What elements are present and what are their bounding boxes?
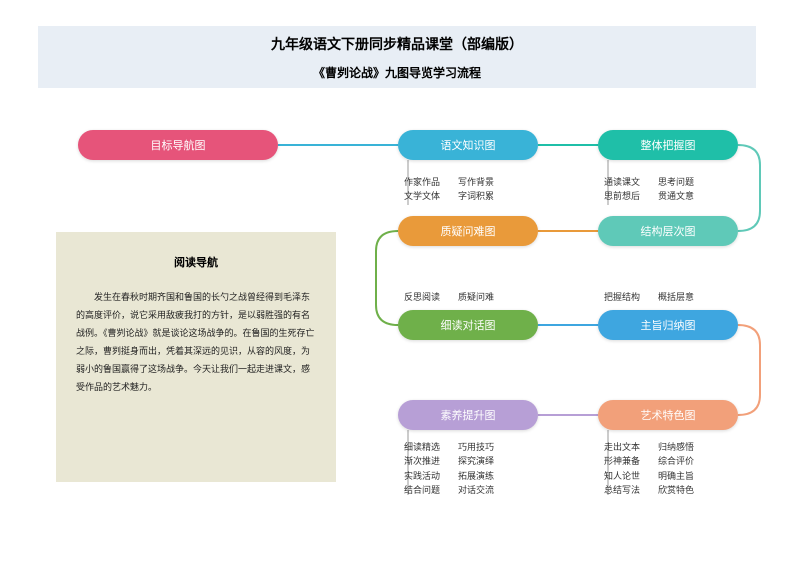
node-question: 质疑问难图 [398, 216, 538, 246]
sublist-literacy: 细读精选 巧用技巧渐次推进 探究演绎实践活动 拓展演练结合问题 对话交流 [404, 440, 494, 498]
sublist-item: 实践活动 [404, 469, 440, 483]
sublist-dialogue-a: 反思阅读 质疑问难 [404, 290, 494, 304]
sublist-item: 欣赏特色 [658, 483, 694, 497]
reading-panel: 阅读导航 发生在春秋时期齐国和鲁国的长勺之战曾经得到毛泽东的高度评价，说它采用敌… [56, 232, 336, 482]
sublist-item: 探究演绎 [458, 454, 494, 468]
node-theme: 主旨归纳图 [598, 310, 738, 340]
sublist-theme-a: 把握结构 概括层意 [604, 290, 694, 304]
node-literacy: 素养提升图 [398, 400, 538, 430]
sublist-item: 归纳感悟 [658, 440, 694, 454]
sublist-item: 文学文体 [404, 189, 440, 203]
sublist-item: 反思阅读 [404, 290, 440, 304]
page-title: 九年级语文下册同步精品课堂（部编版） [271, 34, 523, 54]
page-subtitle: 《曹刿论战》九图导览学习流程 [313, 64, 481, 81]
sublist-item: 作家作品 [404, 175, 440, 189]
sublist-item: 知人论世 [604, 469, 640, 483]
reading-title: 阅读导航 [76, 254, 316, 270]
sublist-item: 综合评价 [658, 454, 694, 468]
reading-body: 发生在春秋时期齐国和鲁国的长勺之战曾经得到毛泽东的高度评价，说它采用敌疲我打的方… [76, 288, 316, 396]
sublist-item: 总结写法 [604, 483, 640, 497]
sublist-item: 走出文本 [604, 440, 640, 454]
node-language: 语文知识图 [398, 130, 538, 160]
node-art: 艺术特色图 [598, 400, 738, 430]
sublist-item: 巧用技巧 [458, 440, 494, 454]
sublist-item: 写作背景 [458, 175, 494, 189]
sublist-item: 细读精选 [404, 440, 440, 454]
node-dialogue: 细读对话图 [398, 310, 538, 340]
sublist-item: 拓展演练 [458, 469, 494, 483]
node-overall: 整体把握图 [598, 130, 738, 160]
sublist-item: 把握结构 [604, 290, 640, 304]
sublist-item: 思前想后 [604, 189, 640, 203]
sublist-item: 质疑问难 [458, 290, 494, 304]
sublist-item: 渐次推进 [404, 454, 440, 468]
node-target-nav: 目标导航图 [78, 130, 278, 160]
sublist-item: 字词积累 [458, 189, 494, 203]
sublist-language: 作家作品 写作背景文学文体 字词积累 [404, 175, 494, 204]
header-banner: 九年级语文下册同步精品课堂（部编版） 《曹刿论战》九图导览学习流程 [38, 26, 756, 88]
sublist-art: 走出文本 归纳感悟形神兼备 综合评价知人论世 明确主旨总结写法 欣赏特色 [604, 440, 694, 498]
sublist-item: 明确主旨 [658, 469, 694, 483]
sublist-item: 对话交流 [458, 483, 494, 497]
sublist-item: 思考问题 [658, 175, 694, 189]
sublist-item: 贯通文意 [658, 189, 694, 203]
sublist-overall: 通读课文 思考问题思前想后 贯通文意 [604, 175, 694, 204]
sublist-item: 概括层意 [658, 290, 694, 304]
sublist-item: 通读课文 [604, 175, 640, 189]
sublist-item: 形神兼备 [604, 454, 640, 468]
sublist-item: 结合问题 [404, 483, 440, 497]
node-structure: 结构层次图 [598, 216, 738, 246]
